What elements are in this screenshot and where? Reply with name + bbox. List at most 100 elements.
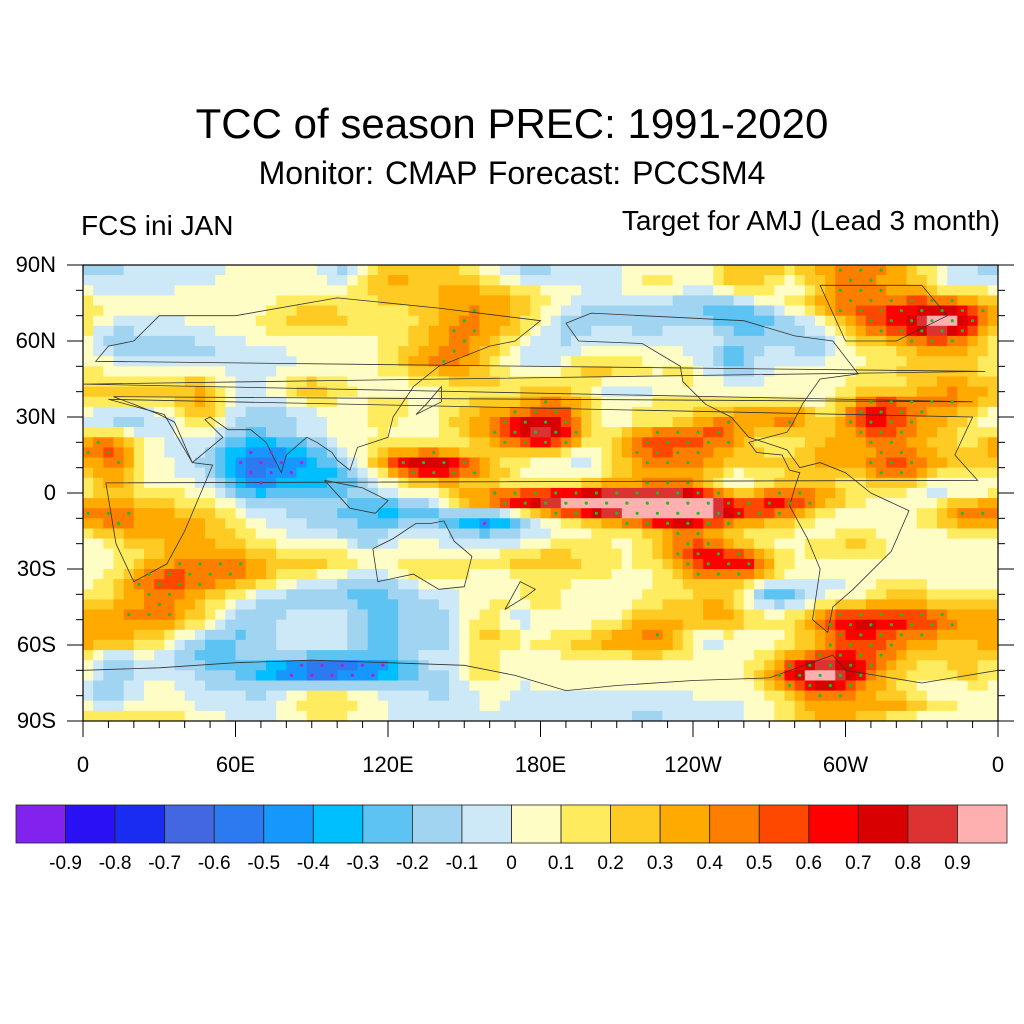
- field-cell: [408, 285, 420, 296]
- field-cell: [164, 386, 176, 398]
- field-cell: [642, 710, 653, 721]
- field-cell: [449, 447, 460, 459]
- field-cell: [489, 498, 501, 509]
- field-cell: [83, 477, 94, 489]
- field-cell: [347, 325, 359, 337]
- field-cell: [154, 710, 165, 721]
- field-cell: [438, 548, 450, 560]
- field-cell: [133, 558, 145, 570]
- field-cell: [906, 305, 918, 317]
- field-cell: [449, 589, 460, 600]
- field-cell: [367, 538, 379, 550]
- field-cell: [784, 477, 796, 489]
- field-cell: [296, 467, 308, 479]
- field-cell: [449, 629, 460, 641]
- field-cell: [438, 346, 450, 357]
- field-cell: [499, 406, 511, 418]
- field-cell: [876, 346, 887, 357]
- field-cell: [540, 670, 552, 681]
- positive-significance-dot: [127, 511, 131, 515]
- field-cell: [144, 335, 155, 347]
- colorbar-swatch: [461, 804, 512, 844]
- field-cell: [987, 356, 998, 367]
- field-cell: [601, 660, 613, 671]
- field-cell: [876, 508, 887, 519]
- field-cell: [225, 477, 237, 489]
- field-cell: [977, 467, 989, 479]
- field-cell: [398, 609, 409, 621]
- colorbar-swatch: [312, 804, 364, 844]
- field-cell: [845, 376, 857, 388]
- field-cell: [682, 285, 694, 296]
- field-cell: [184, 457, 196, 469]
- field-cell: [377, 518, 389, 529]
- field-cell: [286, 376, 298, 388]
- field-cell: [906, 538, 918, 550]
- field-cell: [855, 315, 867, 327]
- field-cell: [550, 305, 562, 317]
- field-cell: [398, 670, 409, 681]
- field-cell: [113, 305, 125, 317]
- field-cell: [367, 477, 379, 489]
- field-cell: [347, 498, 359, 509]
- field-cell: [621, 508, 633, 519]
- field-cell: [632, 427, 643, 438]
- field-cell: [621, 650, 633, 661]
- field-cell: [103, 579, 115, 590]
- positive-significance-dot: [757, 511, 761, 515]
- field-cell: [103, 396, 115, 408]
- field-cell: [550, 710, 562, 721]
- field-cell: [815, 538, 826, 550]
- field-cell: [886, 680, 897, 692]
- field-cell: [967, 710, 979, 721]
- field-cell: [815, 376, 826, 388]
- field-cell: [601, 680, 613, 692]
- field-cell: [937, 427, 948, 438]
- field-cell: [316, 467, 328, 479]
- field-cell: [987, 417, 998, 428]
- field-cell: [530, 356, 542, 367]
- field-cell: [316, 376, 328, 388]
- x-tick-label: 0: [76, 752, 90, 777]
- field-cell: [154, 417, 165, 428]
- field-cell: [733, 579, 745, 590]
- field-cell: [388, 609, 399, 621]
- field-cell: [510, 629, 521, 641]
- field-cell: [652, 477, 664, 489]
- field-cell: [154, 346, 165, 357]
- field-cell: [682, 265, 694, 276]
- field-cell: [987, 518, 998, 529]
- field-cell: [855, 589, 867, 600]
- field-cell: [703, 275, 714, 286]
- field-cell: [123, 295, 135, 307]
- field-cell: [672, 285, 684, 296]
- field-cell: [642, 690, 653, 702]
- field-cell: [266, 650, 277, 661]
- field-cell: [225, 457, 237, 469]
- field-cell: [601, 528, 613, 540]
- field-cell: [662, 528, 674, 540]
- field-cell: [835, 639, 847, 651]
- field-cell: [977, 558, 989, 570]
- field-cell: [784, 437, 796, 448]
- field-cell: [459, 680, 470, 692]
- field-cell: [876, 528, 887, 540]
- field-cell: [855, 487, 867, 499]
- field-cell: [479, 295, 491, 307]
- positive-significance-dot: [696, 430, 700, 434]
- field-cell: [530, 265, 542, 276]
- field-cell: [601, 518, 613, 529]
- field-cell: [550, 335, 562, 347]
- positive-significance-dot: [655, 430, 660, 434]
- field-cell: [896, 639, 908, 651]
- field-cell: [560, 447, 572, 459]
- field-cell: [825, 629, 836, 641]
- field-cell: [499, 285, 511, 296]
- field-cell: [520, 558, 531, 570]
- field-cell: [347, 437, 359, 448]
- field-cell: [286, 477, 298, 489]
- field-cell: [947, 650, 958, 661]
- field-cell: [794, 508, 806, 519]
- field-cell: [560, 295, 572, 307]
- positive-significance-dot: [117, 461, 121, 465]
